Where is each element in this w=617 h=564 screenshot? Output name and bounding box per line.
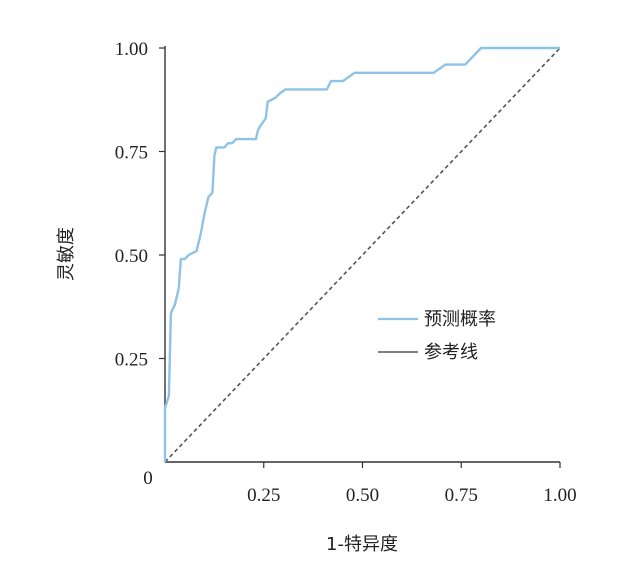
x-tick-label-0: 0.25 [247, 485, 280, 506]
x-axis-title: 1-特异度 [326, 534, 398, 555]
y-ticks: 0.25 0.50 0.75 1.00 [115, 39, 165, 371]
series-layer [163, 46, 561, 463]
legend-label-1: 参考线 [424, 342, 478, 363]
y-tick-label-3: 1.00 [115, 39, 148, 60]
y-tick-label-1: 0.50 [115, 246, 148, 267]
y-tick-label-0: 0.25 [115, 350, 148, 371]
legend-label-0: 预测概率 [424, 309, 496, 330]
series-line-1 [164, 47, 561, 463]
x-tick-label-3: 1.00 [543, 485, 576, 506]
y-tick-label-2: 0.75 [115, 143, 148, 164]
x-ticks: 0.25 0.50 0.75 1.00 [247, 462, 577, 506]
x-tick-label-1: 0.50 [346, 485, 379, 506]
origin-tick-label: 0 [143, 468, 153, 489]
series-line-0 [163, 46, 560, 462]
x-tick-label-2: 0.75 [445, 485, 478, 506]
y-axis-title: 灵敏度 [56, 227, 77, 281]
